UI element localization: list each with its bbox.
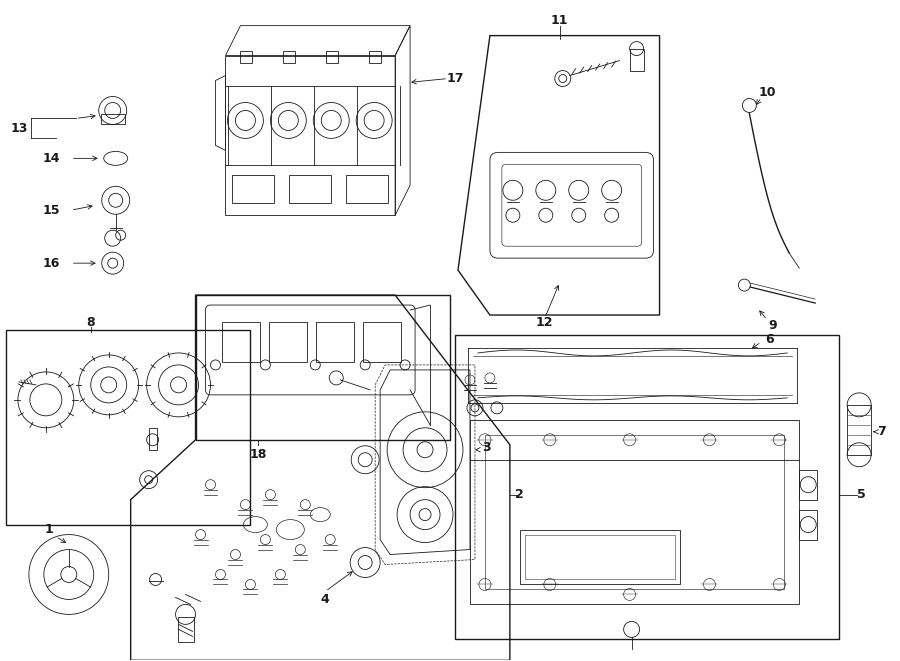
Bar (284, 51, 295, 63)
Bar (289, 175, 331, 204)
Text: 3: 3 (482, 442, 491, 454)
Text: 4: 4 (321, 593, 329, 606)
Bar (525, 535, 674, 580)
Bar (101, 114, 125, 124)
Text: 17: 17 (446, 72, 464, 85)
Bar (799, 510, 817, 539)
Bar (195, 295, 450, 440)
Bar (799, 470, 817, 500)
Bar (847, 405, 871, 455)
Text: 16: 16 (42, 256, 59, 270)
Text: 12: 12 (536, 315, 554, 329)
Bar (630, 49, 644, 71)
Bar (470, 420, 799, 604)
Bar (346, 175, 388, 204)
Bar (364, 322, 401, 362)
Bar (485, 435, 784, 590)
Bar (222, 322, 260, 362)
Text: 13: 13 (10, 122, 28, 135)
Text: 9: 9 (768, 319, 777, 332)
Bar (316, 322, 355, 362)
Text: 14: 14 (42, 152, 59, 165)
Bar (148, 428, 157, 449)
Text: 15: 15 (42, 204, 59, 217)
Bar (327, 51, 338, 63)
Text: 8: 8 (86, 315, 95, 329)
Bar (240, 51, 252, 63)
Bar (177, 617, 194, 642)
Text: 1: 1 (44, 523, 53, 536)
Bar (520, 529, 680, 584)
Text: 6: 6 (765, 334, 774, 346)
Bar (269, 322, 307, 362)
Text: 2: 2 (516, 488, 524, 501)
Bar (232, 175, 274, 204)
Text: 10: 10 (759, 86, 776, 99)
Bar (6, 330, 250, 525)
Text: 5: 5 (857, 488, 866, 501)
Text: 18: 18 (249, 448, 267, 461)
Bar (455, 335, 839, 639)
Text: 7: 7 (877, 425, 886, 438)
Text: 11: 11 (551, 14, 569, 27)
Bar (369, 51, 381, 63)
